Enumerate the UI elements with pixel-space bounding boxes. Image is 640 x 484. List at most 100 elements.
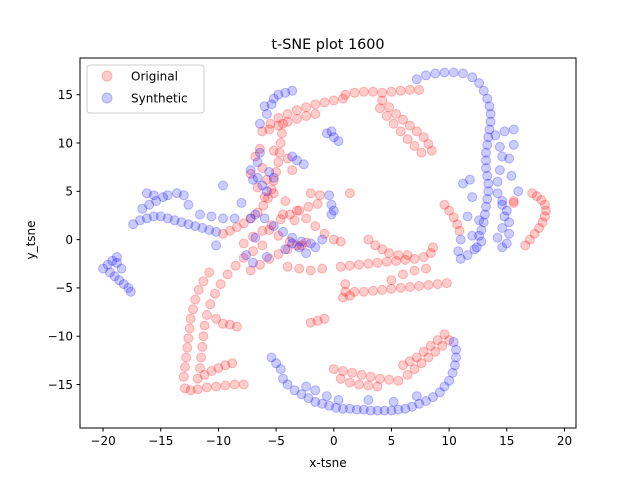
data-point [193, 284, 204, 295]
data-point [328, 132, 339, 143]
data-point [296, 236, 307, 247]
data-point [437, 340, 448, 351]
data-point [190, 221, 201, 232]
data-point [508, 124, 519, 135]
data-point [449, 360, 460, 371]
data-point [338, 93, 348, 104]
data-point [198, 331, 209, 342]
y-tick-label: 5 [65, 185, 73, 199]
data-point [458, 178, 468, 189]
legend-label-original: Original [131, 70, 178, 84]
data-point [409, 253, 420, 264]
x-tick-label: 5 [388, 434, 396, 448]
data-point [492, 232, 503, 243]
data-point [204, 267, 215, 278]
data-point [441, 278, 452, 289]
data-point [229, 379, 240, 390]
data-point [195, 363, 205, 374]
data-point [225, 319, 235, 330]
data-point [432, 335, 443, 346]
data-point [310, 109, 321, 119]
data-point [184, 323, 195, 334]
data-point [301, 102, 312, 113]
data-point [482, 194, 493, 204]
data-point [453, 246, 464, 257]
data-point [211, 313, 222, 324]
data-point [328, 205, 339, 216]
data-point [148, 190, 159, 201]
data-point [501, 238, 512, 249]
data-point [455, 253, 466, 264]
data-point [347, 367, 358, 378]
y-tick-label: −15 [48, 378, 73, 392]
data-point [414, 281, 425, 291]
data-point [384, 102, 395, 113]
data-point [275, 138, 286, 148]
data-point [171, 188, 182, 199]
data-point [374, 373, 385, 384]
x-tick-label: −15 [148, 434, 173, 448]
data-point [471, 242, 482, 253]
data-point [257, 240, 268, 251]
data-point [344, 290, 355, 301]
data-point [467, 230, 478, 241]
data-point [211, 226, 222, 237]
data-point [454, 225, 465, 236]
data-point [478, 217, 489, 228]
data-point [485, 116, 496, 127]
data-point [370, 240, 381, 251]
data-point [393, 404, 404, 415]
data-point [250, 151, 261, 162]
data-point [409, 265, 420, 276]
data-point [404, 282, 415, 292]
data-point [264, 253, 275, 264]
data-point [280, 196, 291, 206]
data-point [294, 205, 305, 216]
data-point [479, 209, 490, 220]
data-point [421, 70, 431, 81]
data-point [291, 205, 302, 216]
legend-box [86, 64, 205, 114]
data-point [418, 132, 429, 143]
data-point [506, 170, 517, 181]
data-point [411, 391, 422, 402]
data-point [372, 405, 383, 416]
data-point [379, 405, 390, 416]
data-point [340, 279, 351, 290]
data-point [409, 140, 420, 151]
data-point [492, 188, 503, 199]
data-point [250, 232, 261, 243]
data-point [291, 240, 302, 251]
data-point [426, 145, 437, 156]
data-point [185, 385, 196, 396]
data-point [245, 165, 256, 176]
plot-frame [79, 57, 577, 429]
data-point [289, 215, 300, 226]
data-point [539, 199, 550, 210]
data-point [258, 200, 269, 211]
data-point [462, 250, 473, 261]
data-point [381, 111, 392, 121]
data-point [319, 228, 330, 239]
data-point [344, 260, 355, 271]
data-point [250, 209, 261, 220]
data-point [372, 257, 383, 268]
data-point [310, 242, 321, 253]
legend-label-synthetic: Synthetic [131, 92, 188, 106]
data-point [259, 213, 270, 224]
data-point [266, 220, 277, 231]
data-point [245, 213, 256, 224]
data-point [201, 382, 212, 393]
data-point [275, 364, 286, 375]
data-point [358, 404, 369, 415]
x-tick-label: −5 [267, 434, 285, 448]
data-point [278, 226, 288, 237]
data-point [439, 381, 450, 392]
data-point [356, 369, 367, 380]
data-point [310, 99, 321, 110]
data-point [220, 360, 231, 371]
data-point [268, 172, 279, 183]
data-point [492, 176, 503, 187]
data-point [254, 118, 265, 129]
data-point [490, 130, 501, 141]
